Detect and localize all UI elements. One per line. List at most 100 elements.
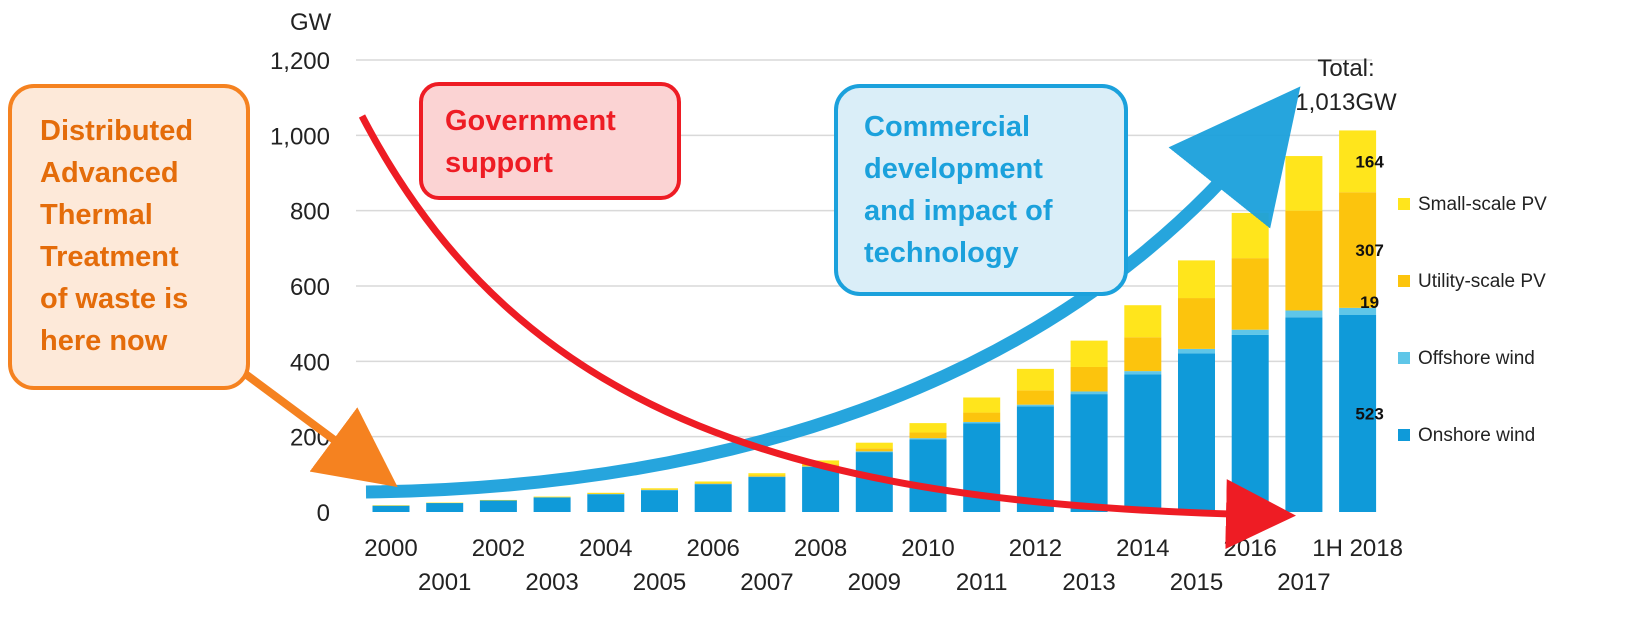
stacked-bars bbox=[372, 130, 1377, 512]
government-support-callout: Government support bbox=[419, 82, 681, 200]
legend-swatch bbox=[1398, 429, 1410, 441]
x-tick-label: 2005 bbox=[633, 569, 686, 596]
bar-segment-small-scale-pv bbox=[909, 423, 947, 433]
data-label: 164 bbox=[1355, 152, 1384, 171]
x-tick-label: 2004 bbox=[579, 535, 632, 562]
total-label-line: 1,013GW bbox=[1295, 89, 1397, 116]
bar-segment-onshore-wind bbox=[641, 490, 678, 512]
x-tick-label: 2006 bbox=[687, 535, 740, 562]
bar-segment-small-scale-pv bbox=[1178, 260, 1215, 299]
x-tick-label: 1H 2018 bbox=[1312, 535, 1403, 562]
y-tick-label: 600 bbox=[290, 274, 330, 301]
bar-segment-offshore-wind bbox=[963, 421, 1001, 424]
callout-line: Treatment bbox=[40, 241, 179, 273]
bar-segment-offshore-wind bbox=[1285, 310, 1323, 318]
x-tick-label: 2016 bbox=[1224, 535, 1277, 562]
legend-label: Small-scale PV bbox=[1418, 194, 1547, 215]
bar-segment-onshore-wind bbox=[909, 439, 947, 512]
bar-segment-onshore-wind bbox=[802, 466, 840, 512]
bar-segment-small-scale-pv bbox=[1124, 305, 1162, 338]
y-tick-label: 1,200 bbox=[270, 48, 330, 75]
bar-segment-offshore-wind bbox=[1231, 329, 1269, 335]
total-label-line: Total: bbox=[1317, 55, 1374, 82]
callout-line: Distributed bbox=[40, 115, 194, 147]
bar-segment-onshore-wind bbox=[748, 476, 786, 512]
x-tick-label: 2014 bbox=[1116, 535, 1169, 562]
bar-segment-offshore-wind bbox=[1339, 307, 1377, 316]
bar-segment-utility-scale-pv bbox=[1285, 210, 1323, 311]
y-tick-label: 1,000 bbox=[270, 123, 330, 150]
bar-segment-onshore-wind bbox=[1124, 374, 1162, 512]
bar-segment-utility-scale-pv bbox=[1339, 192, 1377, 308]
x-tick-label: 2003 bbox=[525, 569, 578, 596]
bar-segment-small-scale-pv bbox=[1016, 368, 1054, 391]
data-label: 523 bbox=[1355, 405, 1383, 424]
bar-segment-offshore-wind bbox=[1070, 391, 1108, 395]
bar-segment-small-scale-pv bbox=[963, 397, 1001, 413]
bar-segment-offshore-wind bbox=[694, 483, 732, 485]
bar-segment-utility-scale-pv bbox=[855, 448, 893, 452]
bar-segment-small-scale-pv bbox=[479, 499, 517, 501]
bar-segment-offshore-wind bbox=[641, 489, 678, 491]
bar-segment-utility-scale-pv bbox=[1070, 366, 1108, 392]
data-labels: 164 307 19 523 bbox=[1355, 152, 1384, 423]
bar-segment-small-scale-pv bbox=[426, 502, 464, 504]
bar-segment-onshore-wind bbox=[479, 500, 517, 512]
total-label: Total: 1,013GW bbox=[1295, 55, 1397, 116]
callout-line: technology bbox=[864, 237, 1019, 269]
bar-segment-offshore-wind bbox=[855, 451, 893, 453]
bar-segment-utility-scale-pv bbox=[1124, 337, 1162, 372]
bar-segment-small-scale-pv bbox=[1231, 212, 1269, 259]
y-tick-label: 800 bbox=[290, 199, 330, 226]
bar-segment-onshore-wind bbox=[1070, 394, 1108, 512]
bar-segment-utility-scale-pv bbox=[748, 475, 786, 477]
bar-segment-small-scale-pv bbox=[533, 496, 571, 498]
legend-swatch bbox=[1398, 275, 1410, 287]
bar-segment-utility-scale-pv bbox=[1231, 258, 1269, 330]
legend-label: Onshore wind bbox=[1418, 425, 1535, 446]
x-tick-label: 2015 bbox=[1170, 569, 1223, 596]
x-tick-label: 2002 bbox=[472, 535, 525, 562]
bar-segment-small-scale-pv bbox=[641, 488, 678, 490]
y-axis-unit-label: GW bbox=[290, 9, 332, 36]
x-tick-label: 2008 bbox=[794, 535, 847, 562]
bar-segment-utility-scale-pv bbox=[963, 412, 1001, 422]
legend-swatch bbox=[1398, 352, 1410, 364]
legend-label: Offshore wind bbox=[1418, 348, 1535, 369]
bar-segment-utility-scale-pv bbox=[1178, 298, 1215, 349]
x-tick-label: 2013 bbox=[1062, 569, 1115, 596]
bar-segment-small-scale-pv bbox=[1070, 340, 1108, 367]
bar-segment-utility-scale-pv bbox=[1016, 390, 1054, 405]
y-tick-label: 0 bbox=[317, 500, 330, 527]
bar-segment-offshore-wind bbox=[1178, 348, 1215, 354]
bar-segment-small-scale-pv bbox=[587, 492, 625, 494]
x-tick-label: 2009 bbox=[848, 569, 901, 596]
commercial-development-callout: Commercial development and impact of tec… bbox=[834, 84, 1128, 296]
bar-segment-small-scale-pv bbox=[694, 481, 732, 483]
bar-segment-onshore-wind bbox=[694, 484, 732, 512]
bar-segment-onshore-wind bbox=[1178, 353, 1215, 512]
data-label: 19 bbox=[1360, 293, 1379, 312]
callout-line: development bbox=[864, 153, 1043, 185]
legend: Small-scale PV Utility-scale PV Offshore w… bbox=[1398, 194, 1547, 446]
bar-segment-utility-scale-pv bbox=[587, 493, 625, 495]
callout-line: and impact of bbox=[864, 195, 1053, 227]
data-label: 307 bbox=[1355, 241, 1383, 260]
bar-segment-small-scale-pv bbox=[1285, 156, 1323, 211]
callout-line: Commercial bbox=[864, 111, 1031, 143]
x-tick-label: 2011 bbox=[956, 569, 1008, 596]
x-tick-label: 2017 bbox=[1277, 569, 1330, 596]
bar-segment-offshore-wind bbox=[1016, 404, 1054, 407]
bar-segment-offshore-wind bbox=[909, 438, 947, 440]
callout-line: support bbox=[445, 147, 553, 179]
bar-segment-offshore-wind bbox=[748, 476, 786, 478]
bar-segment-small-scale-pv bbox=[855, 442, 893, 449]
distributed-thermal-callout: Distributed Advanced Thermal Treatment o… bbox=[8, 84, 250, 390]
bar-segment-onshore-wind bbox=[533, 497, 571, 512]
bar-segment-utility-scale-pv bbox=[909, 432, 947, 439]
bar-segment-onshore-wind bbox=[1016, 406, 1054, 512]
x-tick-label: 2001 bbox=[418, 569, 471, 596]
callout-line: Government bbox=[445, 105, 616, 137]
